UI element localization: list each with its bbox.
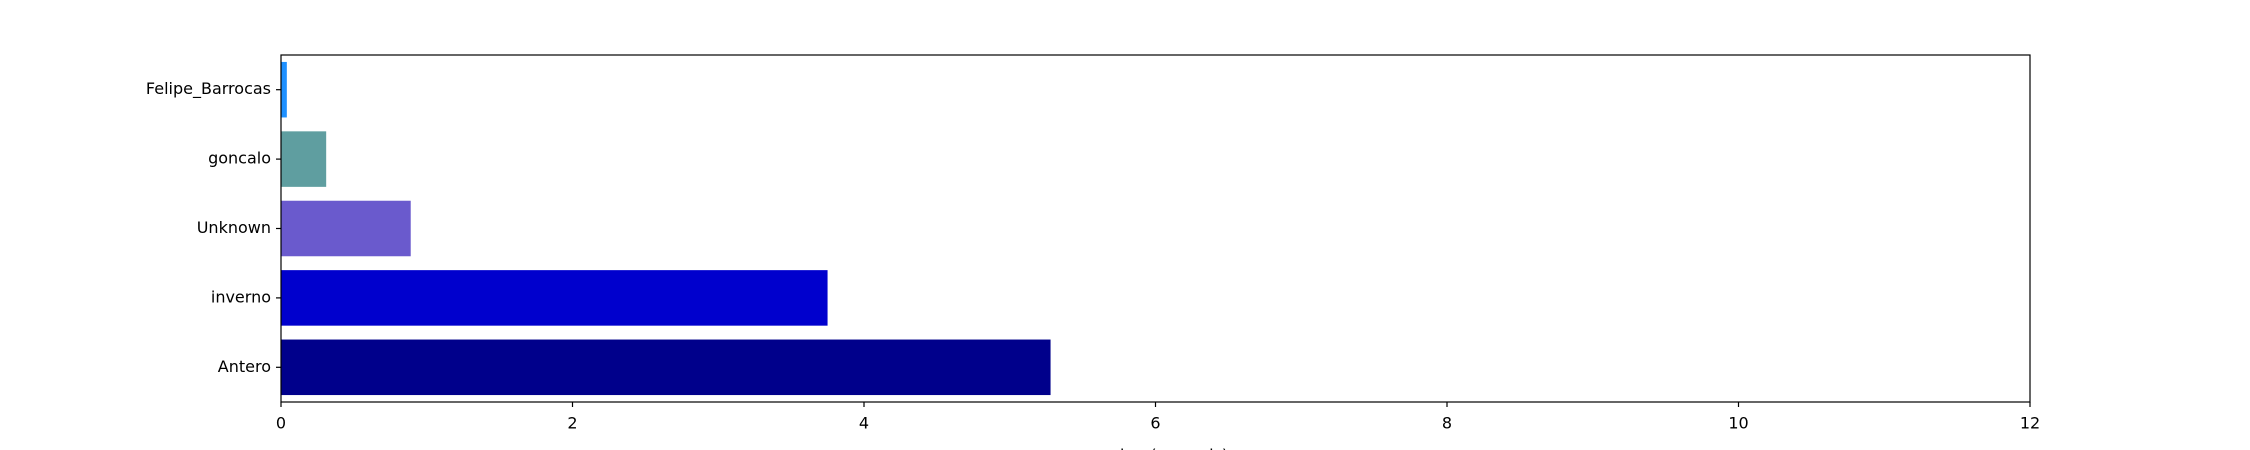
bar [281,339,1051,396]
y-tick-label: Felipe_Barrocas [146,79,271,99]
x-tick-label: 0 [276,414,286,433]
y-tick-label: Unknown [197,218,271,237]
y-tick-label: goncalo [208,149,271,168]
y-tick-label: inverno [211,287,271,306]
y-tick-label: Antero [218,357,271,376]
x-tick-label: 10 [1728,414,1748,433]
x-tick-label: 8 [1442,414,1452,433]
x-tick-label: 4 [859,414,869,433]
x-tick-label: 6 [1150,414,1160,433]
x-tick-label: 12 [2020,414,2040,433]
bar [281,270,828,326]
bar [281,61,287,118]
bar [281,131,327,187]
x-tick-label: 2 [567,414,577,433]
bar [281,200,411,257]
plot-frame [280,54,2031,403]
x-axis-label: speaker (seconds) [1082,446,1228,450]
